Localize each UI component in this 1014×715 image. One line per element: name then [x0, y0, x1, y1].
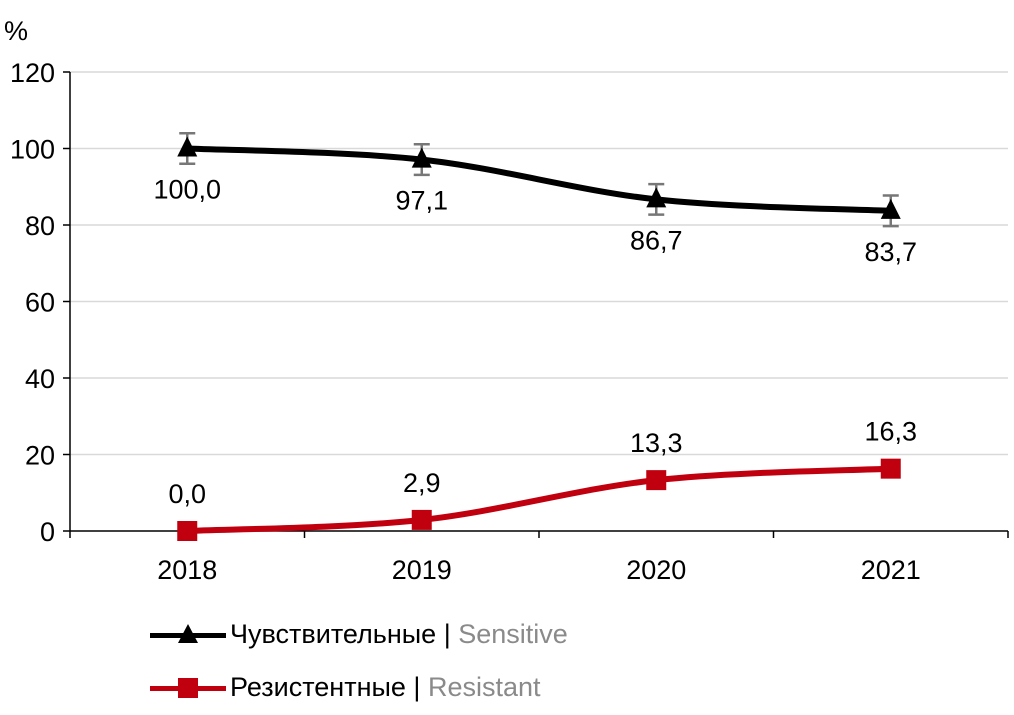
legend-separator: |: [443, 619, 451, 649]
data-label: 2,9: [403, 468, 441, 498]
data-point-triangle: [880, 198, 901, 219]
y-tick-label: 20: [25, 441, 55, 471]
data-point-square: [646, 470, 667, 491]
y-tick-label: 120: [10, 58, 55, 88]
data-point-square: [411, 509, 432, 530]
data-label: 86,7: [630, 225, 683, 255]
x-tick-label: 2020: [626, 555, 686, 585]
data-point-triangle: [411, 147, 432, 168]
y-tick-label: 100: [10, 135, 55, 165]
data-point-triangle: [646, 187, 667, 208]
legend-label-ru: Чувствительные: [230, 619, 437, 649]
legend-label-ru: Резистентные: [230, 672, 406, 702]
x-tick-label: 2018: [157, 555, 217, 585]
data-point-square: [177, 521, 198, 541]
y-tick-label: 0: [40, 517, 55, 547]
data-label: 13,3: [630, 428, 683, 458]
data-label: 83,7: [864, 237, 917, 267]
x-tick-label: 2021: [861, 555, 921, 585]
y-axis-label: %: [4, 16, 28, 46]
series-line-resistant: [187, 465, 891, 534]
legend-label-en: Resistant: [427, 672, 541, 702]
legend-item-sensitive: Чувствительные | Sensitive: [150, 619, 568, 650]
y-tick-label: 80: [25, 211, 55, 241]
legend-label-en: Sensitive: [458, 619, 568, 649]
y-tick-label: 60: [25, 288, 55, 318]
data-point-triangle: [177, 136, 198, 157]
data-label: 16,3: [864, 417, 917, 447]
x-tick-label: 2019: [392, 555, 452, 585]
legend-separator: |: [413, 672, 421, 702]
legend-swatch-resistant: [150, 673, 226, 703]
series-line-sensitive: [187, 145, 891, 214]
legend-item-resistant: Резистентные | Resistant: [150, 672, 541, 703]
data-point-square: [880, 458, 901, 479]
data-label: 100,0: [153, 175, 221, 205]
data-label: 97,1: [395, 186, 448, 216]
legend-swatch-sensitive: [150, 620, 226, 650]
y-tick-label: 40: [25, 364, 55, 394]
data-label: 0,0: [168, 479, 206, 509]
